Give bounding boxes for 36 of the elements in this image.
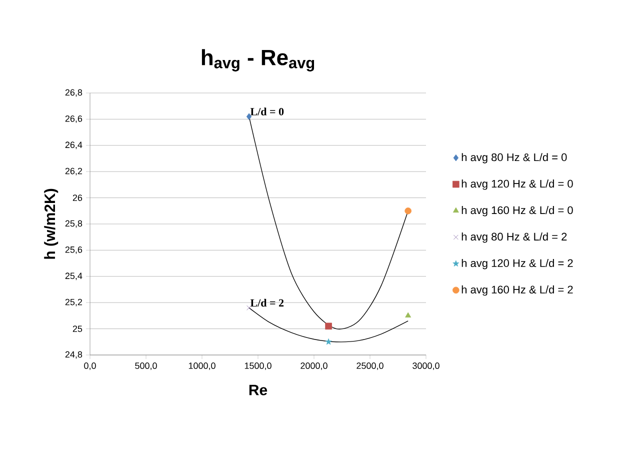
point xyxy=(325,322,332,330)
x-tick-label: 500,0 xyxy=(135,362,157,370)
legend-label: h avg 80 Hz & L/d = 0 xyxy=(462,153,567,164)
point xyxy=(404,207,412,214)
point xyxy=(405,312,412,318)
x-tick-label: 3000,0 xyxy=(412,362,440,370)
line-series xyxy=(248,307,408,342)
legend-label: h avg 160 Hz & L/d = 0 xyxy=(462,206,573,216)
y-tick-label: 25 xyxy=(72,326,82,332)
x-tick-label: 1500,0 xyxy=(244,362,272,370)
y-tick-label: 26,8 xyxy=(65,89,82,97)
y-tick-label: 25,4 xyxy=(65,272,82,280)
y-tick-label: 26,2 xyxy=(65,168,82,176)
chart-title: h$_{avg}$ - Re$_{avg}$ xyxy=(202,49,314,72)
point xyxy=(246,305,252,310)
legend-label: h avg 120 Hz & L/d = 2 xyxy=(462,258,573,270)
legend-label: h avg 160 Hz & L/d = 2 xyxy=(462,285,573,296)
y-tick-label: 24,8 xyxy=(65,351,82,359)
annotation: L/d = 0 xyxy=(250,108,284,116)
y-tick-label: 26,4 xyxy=(65,142,82,150)
annotation: L/d = 2 xyxy=(250,298,284,307)
y-tick-label: 25,6 xyxy=(65,246,82,254)
y-tick-label: 26 xyxy=(72,194,82,201)
x-axis-title: Re xyxy=(249,384,268,396)
point xyxy=(246,113,252,120)
legend-label: h avg 80 Hz & L/d = 2 xyxy=(462,232,567,243)
y-axis-title: h (w/m2K) xyxy=(44,188,58,259)
legend-label: h avg 120 Hz & L/d = 0 xyxy=(462,180,573,190)
x-tick-label: 1000,0 xyxy=(188,362,216,370)
y-tick-label: 26,6 xyxy=(65,115,82,123)
y-tick-label: 25,2 xyxy=(65,298,82,306)
y-tick-label: 25,8 xyxy=(65,220,82,228)
point xyxy=(325,338,332,345)
x-tick-label: 0,0 xyxy=(84,362,96,370)
x-tick-label: 2000,0 xyxy=(300,362,328,370)
x-tick-label: 2500,0 xyxy=(356,362,384,370)
